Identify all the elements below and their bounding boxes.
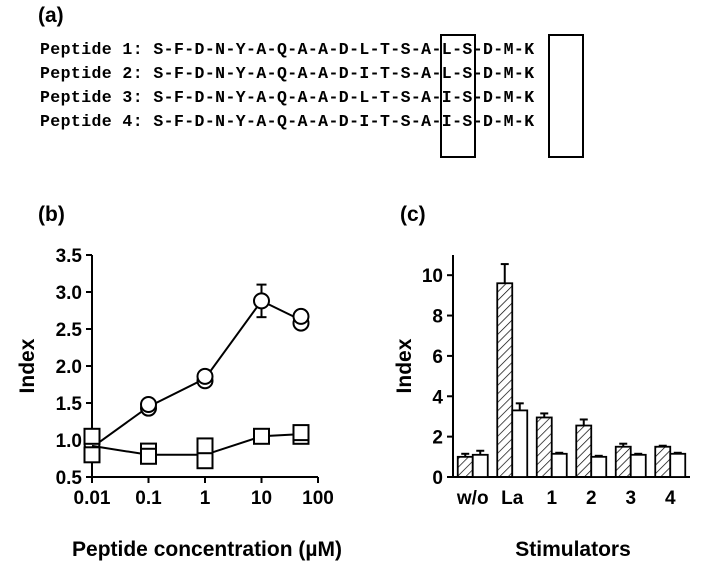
hatched-bar [654, 445, 672, 478]
y-axis-title: Index [16, 338, 39, 393]
x-tick-label: 0.01 [74, 488, 111, 509]
y-tick-label: 2.5 [56, 320, 83, 341]
hatched-bar [575, 424, 593, 478]
y-tick-label: 2 [432, 428, 443, 449]
y-tick-label: 0.5 [56, 468, 83, 489]
x-axis-title: Stimulators [515, 538, 631, 561]
circle-data-point [253, 292, 270, 310]
square-data-point [83, 427, 101, 445]
peptide-row: Peptide 4: S-F-D-N-Y-A-Q-A-A-D-I-T-S-A-I… [40, 112, 535, 131]
x-tick-label: 10 [251, 488, 272, 509]
y-axis-title: Index [393, 338, 416, 393]
y-tick-label: 4 [432, 387, 443, 408]
y-tick-label: 3.5 [56, 246, 83, 267]
open-bar [629, 453, 647, 478]
x-tick-label: 3 [625, 488, 636, 509]
peptide-row: Peptide 1: S-F-D-N-Y-A-Q-A-A-D-L-T-S-A-L… [40, 40, 535, 59]
x-tick-label: 1 [200, 488, 211, 509]
peptide-sequence-table: Peptide 1: S-F-D-N-Y-A-Q-A-A-D-L-T-S-A-L… [40, 34, 700, 165]
circle-data-point [196, 367, 214, 385]
circle-data-point [140, 395, 157, 413]
peptide-name: Peptide 1: [40, 40, 144, 59]
position-11-highlight-box [440, 34, 476, 158]
panel-b-label: (b) [38, 203, 65, 226]
open-bar [590, 455, 608, 478]
y-tick-label: 6 [432, 347, 443, 368]
peptide-sequence: S-F-D-N-Y-A-Q-A-A-D-I-T-S-A-L-S-D-M-K [153, 64, 535, 83]
y-tick-label: 3.0 [56, 283, 82, 304]
square-data-point [140, 447, 157, 465]
open-bar [471, 453, 489, 478]
x-tick-label: 1 [546, 488, 557, 509]
hatched-bar [496, 282, 514, 478]
peptide-name: Peptide 3: [40, 88, 144, 107]
x-tick-label: 0.1 [135, 488, 162, 509]
peptide-sequence: S-F-D-N-Y-A-Q-A-A-D-L-T-S-A-I-S-D-M-K [153, 88, 535, 107]
open-bar [550, 452, 568, 478]
y-tick-label: 1.5 [56, 394, 83, 415]
x-tick-label: 100 [302, 488, 334, 509]
peptide-row: Peptide 2: S-F-D-N-Y-A-Q-A-A-D-I-T-S-A-L… [40, 64, 535, 83]
peptide-name: Peptide 4: [40, 112, 144, 131]
square-data-point [196, 452, 214, 470]
square-data-point [83, 446, 101, 464]
circle-data-point [292, 307, 310, 325]
hatched-bar [535, 416, 553, 478]
x-axis-title: Peptide concentration (µM) [72, 538, 342, 561]
peptide-name: Peptide 2: [40, 64, 144, 83]
y-tick-label: 2.0 [56, 357, 82, 378]
x-tick-label: 2 [586, 488, 597, 509]
square-data-point [292, 424, 310, 442]
x-tick-label: 4 [665, 488, 676, 509]
panel-a-label: (a) [38, 4, 64, 27]
x-tick-label: w/o [456, 488, 489, 509]
open-bar [669, 452, 687, 478]
y-tick-label: 10 [422, 266, 443, 287]
panel-c-label: (c) [400, 203, 426, 226]
hatched-bar [456, 455, 474, 478]
x-tick-label: La [501, 488, 524, 509]
peptide-sequence: S-F-D-N-Y-A-Q-A-A-D-L-T-S-A-L-S-D-M-K [153, 40, 535, 59]
y-tick-label: 0 [432, 468, 443, 489]
open-bar [511, 409, 529, 478]
hatched-bar [614, 445, 632, 478]
square-data-point [253, 427, 270, 445]
position-15-highlight-box [548, 34, 584, 158]
peptide-sequence: S-F-D-N-Y-A-Q-A-A-D-I-T-S-A-I-S-D-M-K [153, 112, 535, 131]
peptide-row: Peptide 3: S-F-D-N-Y-A-Q-A-A-D-L-T-S-A-I… [40, 88, 535, 107]
y-tick-label: 1.0 [56, 431, 82, 452]
y-tick-label: 8 [432, 307, 443, 328]
